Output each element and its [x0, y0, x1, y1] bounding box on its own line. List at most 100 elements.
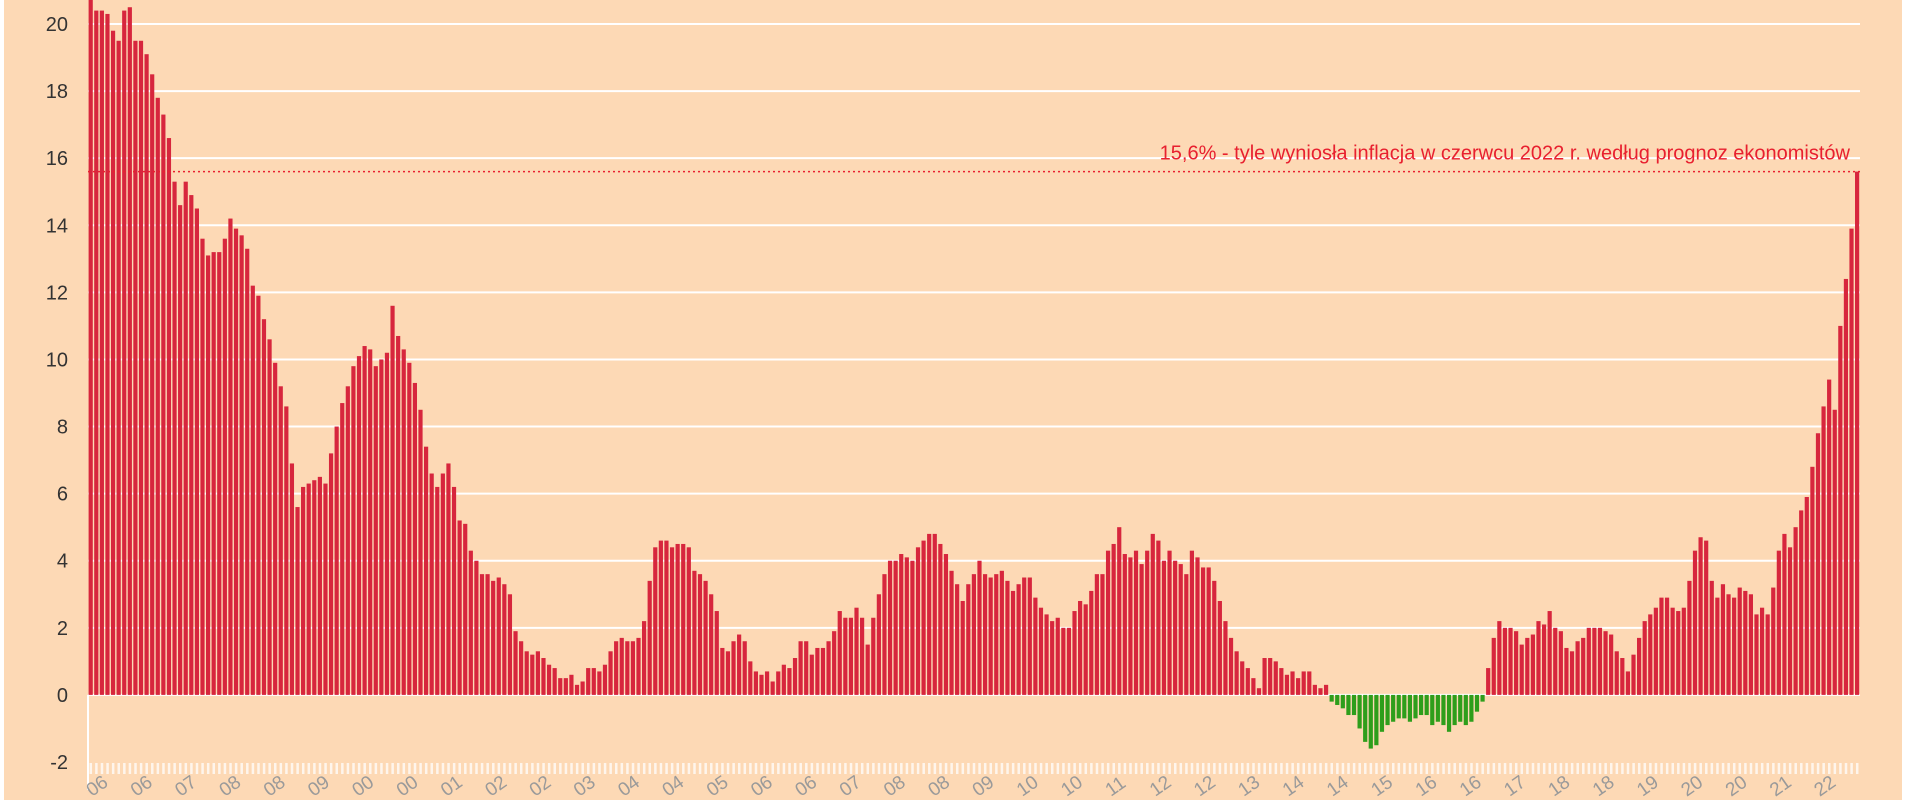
bar	[530, 654, 535, 695]
bar	[563, 678, 568, 695]
x-tick-label: 08	[216, 772, 245, 800]
bar	[1173, 560, 1178, 695]
bar	[519, 641, 524, 695]
bar	[507, 594, 513, 695]
bar	[1508, 627, 1513, 695]
x-tick-label: 08	[925, 772, 954, 800]
bar	[1452, 694, 1457, 726]
bar	[1810, 466, 1815, 695]
x-tick-label: 03	[570, 772, 599, 800]
y-tick-label: 16	[46, 148, 68, 170]
bar	[513, 631, 518, 695]
bar	[1799, 510, 1804, 695]
bar	[1396, 694, 1401, 719]
x-tick-label: 18	[1589, 772, 1618, 800]
bar	[1200, 567, 1206, 695]
bar	[630, 641, 636, 695]
bar	[1759, 607, 1765, 695]
bar	[899, 554, 904, 695]
bar	[848, 617, 854, 695]
bar	[999, 570, 1004, 695]
bar	[412, 382, 418, 695]
x-tick-label: 09	[304, 772, 333, 800]
x-tick-label: 01	[437, 772, 466, 800]
bar	[1307, 671, 1312, 695]
bar	[1256, 688, 1262, 695]
bar	[580, 681, 585, 695]
bar	[915, 547, 921, 695]
bar	[597, 671, 602, 695]
bar	[1787, 547, 1793, 695]
x-tick-label: 06	[792, 772, 821, 800]
x-tick-label: 17	[1500, 772, 1529, 800]
bar	[1832, 409, 1837, 695]
bar	[955, 584, 960, 695]
bar	[1648, 614, 1653, 695]
bar	[608, 651, 613, 695]
bar	[1541, 624, 1547, 695]
bar	[692, 570, 697, 695]
bar	[653, 547, 658, 695]
bar	[423, 446, 429, 695]
bar	[602, 664, 608, 695]
bar	[558, 678, 563, 695]
bar	[1206, 567, 1211, 695]
bar	[183, 181, 188, 695]
bar	[725, 651, 731, 695]
bar	[1715, 597, 1720, 695]
y-tick-label: 8	[57, 417, 68, 439]
bar	[1335, 694, 1340, 705]
bar	[306, 483, 311, 695]
bar	[932, 533, 937, 695]
bar	[569, 674, 574, 695]
x-tick-label: 22	[1811, 772, 1840, 800]
bar	[435, 486, 440, 695]
x-tick-label: 02	[526, 772, 555, 800]
bar	[457, 520, 462, 695]
bar	[1474, 694, 1480, 712]
x-tick-label: 20	[1678, 772, 1707, 800]
bar	[658, 540, 663, 695]
bar	[1676, 611, 1681, 695]
bar	[1603, 631, 1608, 695]
bar	[1212, 580, 1217, 695]
bar	[619, 637, 624, 695]
bar	[1536, 621, 1541, 695]
bar	[1720, 584, 1726, 695]
bar	[1022, 577, 1027, 695]
bar	[407, 362, 412, 695]
bar	[1637, 637, 1642, 695]
bar	[1670, 607, 1675, 695]
bar	[1692, 550, 1698, 695]
bar	[1463, 694, 1468, 726]
bar	[1128, 557, 1133, 695]
x-tick-label: 16	[1456, 772, 1485, 800]
bar	[927, 533, 932, 695]
bar	[1044, 614, 1049, 695]
x-tick-label: 06	[127, 772, 156, 800]
bar	[1776, 550, 1781, 695]
bar	[675, 543, 680, 695]
bar	[1005, 580, 1010, 695]
bar	[1150, 533, 1155, 695]
bar	[1117, 527, 1122, 695]
bar	[1514, 631, 1519, 695]
bar	[166, 138, 172, 695]
bar	[1279, 668, 1284, 695]
bar	[373, 366, 378, 695]
x-tick-label: 07	[836, 772, 865, 800]
bar	[832, 631, 837, 695]
bar	[837, 611, 842, 695]
bar	[1346, 694, 1351, 716]
bar	[1737, 587, 1742, 695]
bar	[1178, 564, 1183, 695]
bar	[1435, 694, 1440, 722]
bar	[910, 560, 915, 695]
bar	[1620, 658, 1625, 695]
bar	[362, 346, 367, 695]
bar	[1418, 694, 1424, 716]
bar	[217, 252, 222, 695]
bar	[446, 463, 451, 695]
bar	[1010, 590, 1016, 695]
bar	[524, 651, 529, 695]
